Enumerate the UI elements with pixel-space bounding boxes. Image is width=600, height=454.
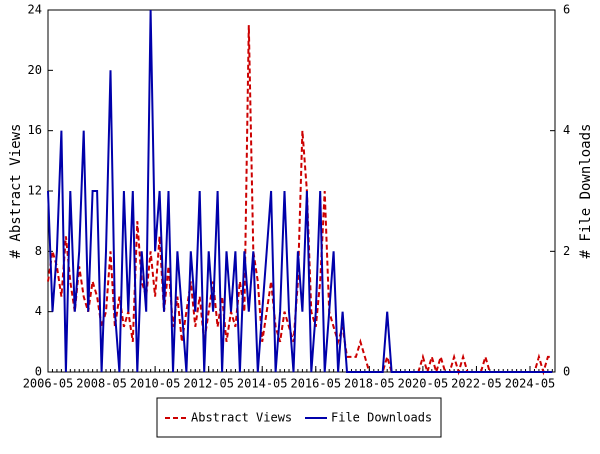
x-tick-label: 2010-05 — [130, 377, 181, 391]
y-axis-label: # Abstract Views — [8, 124, 24, 259]
series-line — [47, 9, 553, 373]
y2-tick-label: 6 — [563, 3, 570, 17]
x-tick-label: 2018-05 — [344, 377, 395, 391]
x-tick-label: 2014-05 — [237, 377, 288, 391]
y-tick-label: 4 — [35, 304, 42, 318]
x-tick-label: 2024-05 — [505, 377, 556, 391]
legend-label: File Downloads — [331, 411, 432, 425]
x-tick-label: 2022-05 — [451, 377, 502, 391]
x-tick-label: 2020-05 — [398, 377, 449, 391]
y-tick-label: 8 — [35, 244, 42, 258]
y-tick-label: 0 — [35, 365, 42, 379]
y-tick-label: 12 — [28, 184, 42, 198]
x-tick-label: 2012-05 — [183, 377, 234, 391]
y2-tick-label: 0 — [563, 365, 570, 379]
y2-tick-label: 2 — [563, 244, 570, 258]
y-tick-label: 16 — [28, 123, 42, 137]
y2-axis-label: # File Downloads — [578, 124, 594, 259]
x-tick-label: 2008-05 — [76, 377, 127, 391]
legend-box — [156, 397, 442, 438]
x-tick-label: 2016-05 — [290, 377, 341, 391]
x-tick-label: 2006-05 — [23, 377, 74, 391]
y-tick-label: 24 — [28, 3, 42, 17]
y-tick-label: 20 — [28, 63, 42, 77]
legend-label: Abstract Views — [191, 411, 292, 425]
y2-tick-label: 4 — [563, 123, 570, 137]
